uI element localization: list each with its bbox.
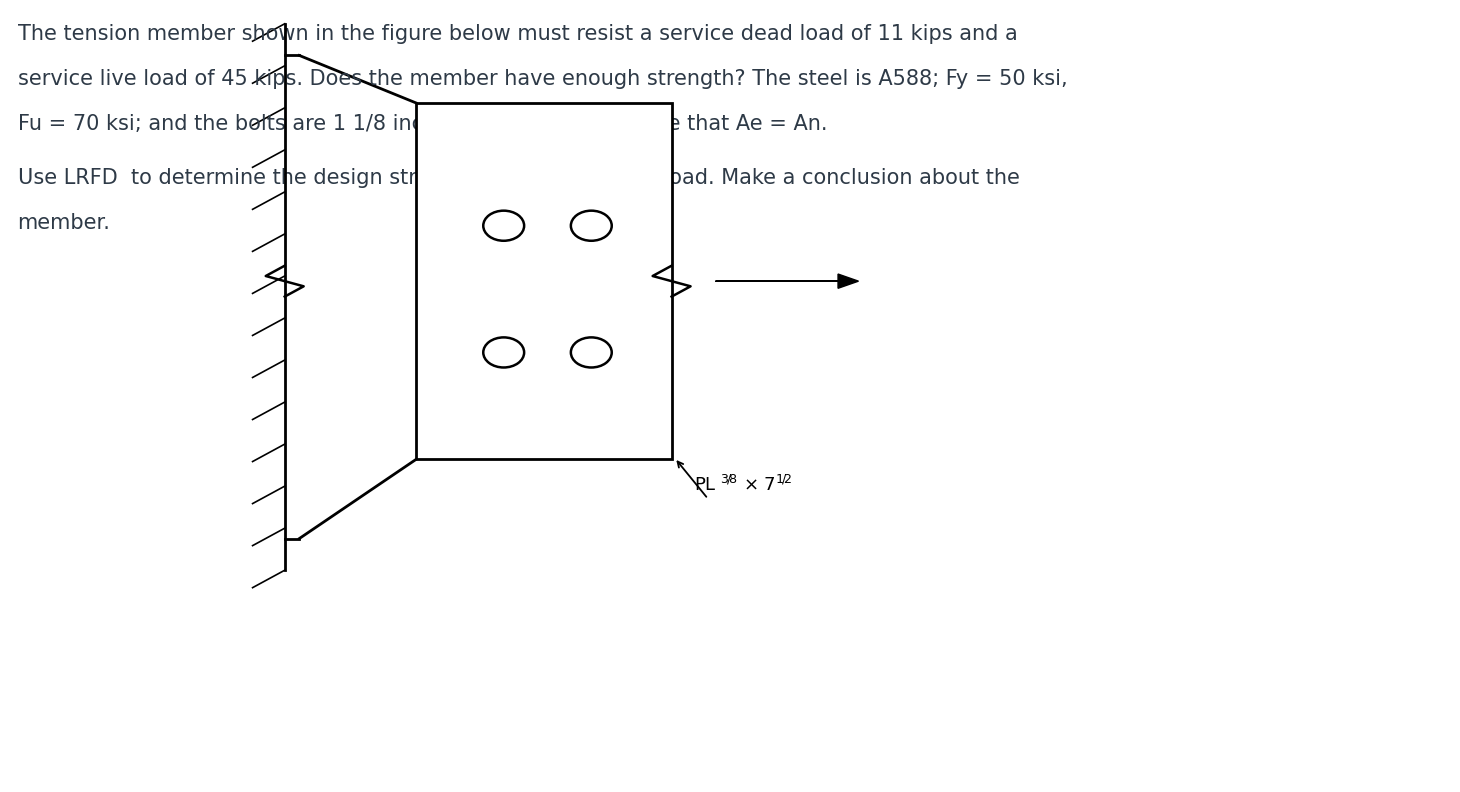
Text: PL $^{3\!/\!8}$ $\times$ 7$^{1\!/\!2}$: PL $^{3\!/\!8}$ $\times$ 7$^{1\!/\!2}$ — [694, 475, 791, 495]
Text: Fu = 70 ksi; and the bolts are 1 1/8 inches in diameter. Assume that Ae = An.: Fu = 70 ksi; and the bolts are 1 1/8 inc… — [18, 114, 826, 134]
Text: Use LRFD  to determine the design strength and the factored load. Make a conclus: Use LRFD to determine the design strengt… — [18, 168, 1019, 188]
FancyArrow shape — [715, 274, 858, 288]
Text: service live load of 45 kips. Does the member have enough strength? The steel is: service live load of 45 kips. Does the m… — [18, 69, 1067, 89]
Ellipse shape — [483, 211, 524, 241]
Bar — [416, 103, 672, 459]
Text: The tension member shown in the figure below must resist a service dead load of : The tension member shown in the figure b… — [18, 24, 1018, 44]
Ellipse shape — [571, 337, 612, 367]
Text: member.: member. — [18, 213, 111, 234]
Ellipse shape — [483, 337, 524, 367]
Ellipse shape — [571, 211, 612, 241]
